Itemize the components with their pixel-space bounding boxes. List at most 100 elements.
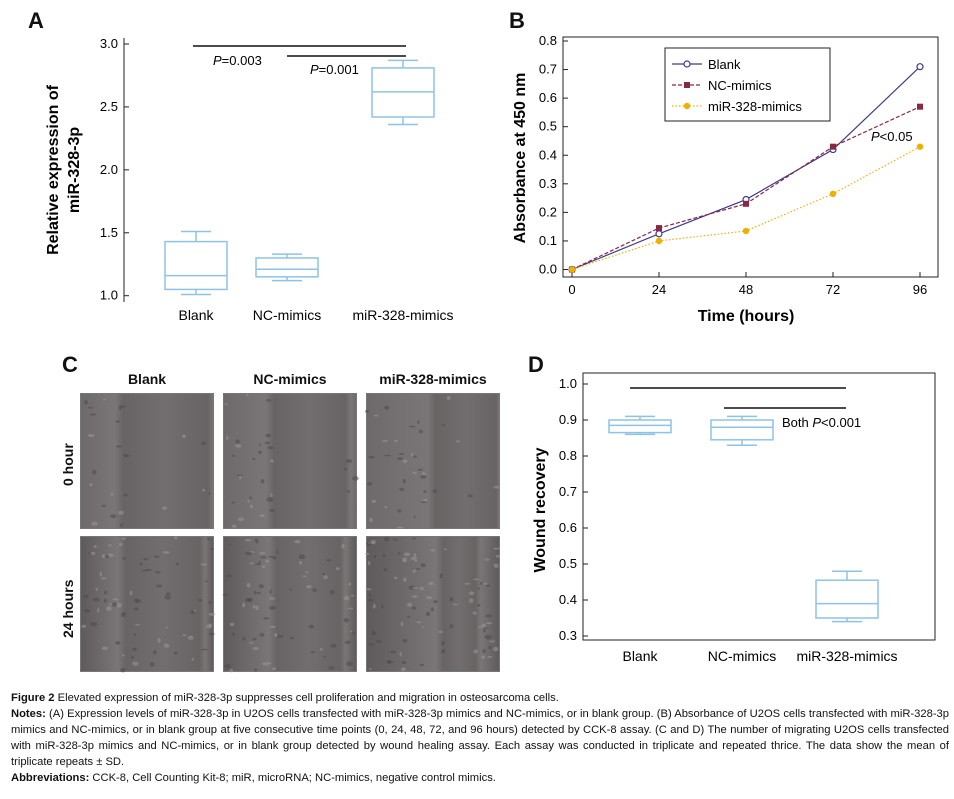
y-ticks: 0.3 0.4 0.5 0.6 0.7 0.8 0.9 1.0 bbox=[559, 376, 588, 643]
y-axis-label: Absorbance at 450 nm bbox=[512, 73, 529, 244]
box-mir-328-mimics bbox=[815, 570, 879, 623]
box-nc-mimics bbox=[710, 415, 774, 446]
y-tick-label: 2.5 bbox=[100, 99, 118, 114]
panel-b-letter: B bbox=[509, 8, 525, 33]
column-label-nc-mimics: NC-mimics bbox=[253, 371, 327, 387]
plot-frame bbox=[582, 372, 936, 641]
cell-texture bbox=[364, 396, 500, 529]
x-tick-label: 0 bbox=[568, 282, 575, 297]
y-tick-label: 0.3 bbox=[539, 176, 557, 191]
x-tick-label: miR-328-mimics bbox=[796, 648, 897, 664]
svg-text:NC-mimics: NC-mimics bbox=[708, 78, 772, 93]
box-iqr bbox=[164, 240, 228, 291]
caption-abbreviations: Abbreviations: CCK-8, Cell Counting Kit-… bbox=[11, 770, 949, 786]
y-tick-label: 0.0 bbox=[539, 262, 557, 277]
y-tick-label: 2.0 bbox=[100, 162, 118, 177]
x-ticks: 0 24 48 72 96 bbox=[568, 272, 927, 297]
y-tick-label: 3.0 bbox=[100, 36, 118, 51]
y-tick-label: 0.7 bbox=[559, 484, 577, 499]
data-point bbox=[917, 103, 923, 110]
data-point bbox=[916, 143, 924, 150]
x-tick-label: 96 bbox=[913, 282, 927, 297]
x-tick-label: 24 bbox=[652, 282, 666, 297]
box-iqr bbox=[815, 579, 879, 619]
data-point bbox=[743, 200, 749, 207]
cell-texture bbox=[222, 538, 356, 673]
y-axis-label-line2: miR-328-3p bbox=[66, 127, 83, 213]
legend-item-nc-mimics: NC-mimics bbox=[672, 78, 772, 93]
boxes bbox=[608, 415, 879, 623]
data-point bbox=[568, 266, 576, 273]
micrograph-24-hours-mir-328-mimics bbox=[365, 536, 501, 672]
y-tick-label: 0.5 bbox=[559, 556, 577, 571]
y-tick-label: 0.9 bbox=[559, 412, 577, 427]
data-point bbox=[655, 237, 663, 245]
x-tick-label: Blank bbox=[622, 648, 658, 664]
p-value-annotation-1: P=0.003 bbox=[213, 53, 262, 68]
y-tick-label: 0.8 bbox=[539, 33, 557, 48]
legend-item-blank: Blank bbox=[672, 57, 741, 72]
legend-item-mir-328-mimics: miR-328-mimics bbox=[672, 99, 802, 114]
x-tick-label: NC-mimics bbox=[708, 648, 776, 664]
y-tick-label: 0.4 bbox=[559, 592, 577, 607]
micrograph-0-hour-nc-mimics bbox=[223, 393, 359, 529]
notes-label: Notes: bbox=[11, 708, 46, 720]
micrograph-0-hour-blank bbox=[80, 393, 214, 529]
y-tick-label: 0.3 bbox=[559, 628, 577, 643]
cell-texture bbox=[224, 394, 359, 528]
p-value-annotation-2: P=0.001 bbox=[310, 62, 359, 77]
data-point bbox=[830, 143, 836, 150]
y-tick-label: 1.0 bbox=[559, 376, 577, 391]
boxes bbox=[164, 59, 435, 296]
data-point bbox=[742, 227, 750, 235]
svg-text:Blank: Blank bbox=[708, 57, 741, 72]
x-tick-labels: Blank NC-mimics miR-328-mimics bbox=[178, 307, 453, 323]
box-mir-328-mimics bbox=[371, 59, 435, 126]
y-tick-label: 0.2 bbox=[539, 204, 557, 219]
column-label-blank: Blank bbox=[127, 371, 167, 387]
data-point bbox=[656, 225, 662, 232]
box-blank bbox=[608, 415, 672, 436]
panel-c-letter: C bbox=[62, 352, 78, 377]
plot-frame bbox=[562, 36, 939, 278]
box-nc-mimics bbox=[255, 253, 319, 282]
x-tick-label: NC-mimics bbox=[253, 307, 321, 323]
micrograph-24-hours-nc-mimics bbox=[222, 536, 357, 673]
y-tick-label: 0.1 bbox=[539, 233, 557, 248]
y-tick-label: 1.0 bbox=[100, 288, 118, 303]
y-axis-label-line1: Relative expression of bbox=[45, 84, 62, 255]
abbreviations-label: Abbreviations: bbox=[11, 772, 90, 784]
cell-texture bbox=[84, 398, 211, 528]
figure-label: Figure 2 bbox=[11, 692, 55, 704]
y-tick-label: 0.5 bbox=[539, 119, 557, 134]
y-tick-label: 0.8 bbox=[559, 448, 577, 463]
y-ticks: 0.0 0.1 0.2 0.3 0.4 0.5 0.6 0.7 0.8 bbox=[539, 33, 568, 277]
data-point bbox=[916, 63, 924, 71]
y-tick-label: 0.6 bbox=[539, 90, 557, 105]
micrograph-24-hours-blank bbox=[80, 536, 216, 673]
series bbox=[568, 63, 924, 274]
y-axis-label: Wound recovery bbox=[532, 447, 549, 572]
panel-d-letter: D bbox=[528, 352, 544, 377]
x-tick-label: Blank bbox=[178, 307, 214, 323]
y-ticks: 1.0 1.5 2.0 2.5 3.0 bbox=[100, 36, 129, 303]
p-value-annotation: P<0.05 bbox=[871, 129, 913, 144]
y-tick-label: 0.7 bbox=[539, 62, 557, 77]
box-iqr bbox=[608, 419, 672, 434]
x-tick-label: 72 bbox=[826, 282, 840, 297]
box-iqr bbox=[710, 419, 774, 441]
figure-title: Elevated expression of miR-328-3p suppre… bbox=[54, 692, 559, 704]
abbreviations-text: CCK-8, Cell Counting Kit-8; miR, microRN… bbox=[89, 772, 496, 784]
data-point bbox=[829, 190, 837, 198]
panel-a-letter: A bbox=[28, 8, 44, 33]
series-mir-328-mimics bbox=[568, 143, 924, 273]
caption-notes: Notes: (A) Expression levels of miR-328-… bbox=[11, 706, 949, 770]
x-tick-label: 48 bbox=[739, 282, 753, 297]
micrograph-0-hour-mir-328-mimics bbox=[364, 393, 500, 529]
figure-caption: Figure 2 Elevated expression of miR-328-… bbox=[11, 690, 949, 786]
cell-texture bbox=[81, 536, 216, 673]
notes-text: (A) Expression levels of miR-328-3p in U… bbox=[11, 708, 949, 768]
box-iqr bbox=[255, 257, 319, 278]
